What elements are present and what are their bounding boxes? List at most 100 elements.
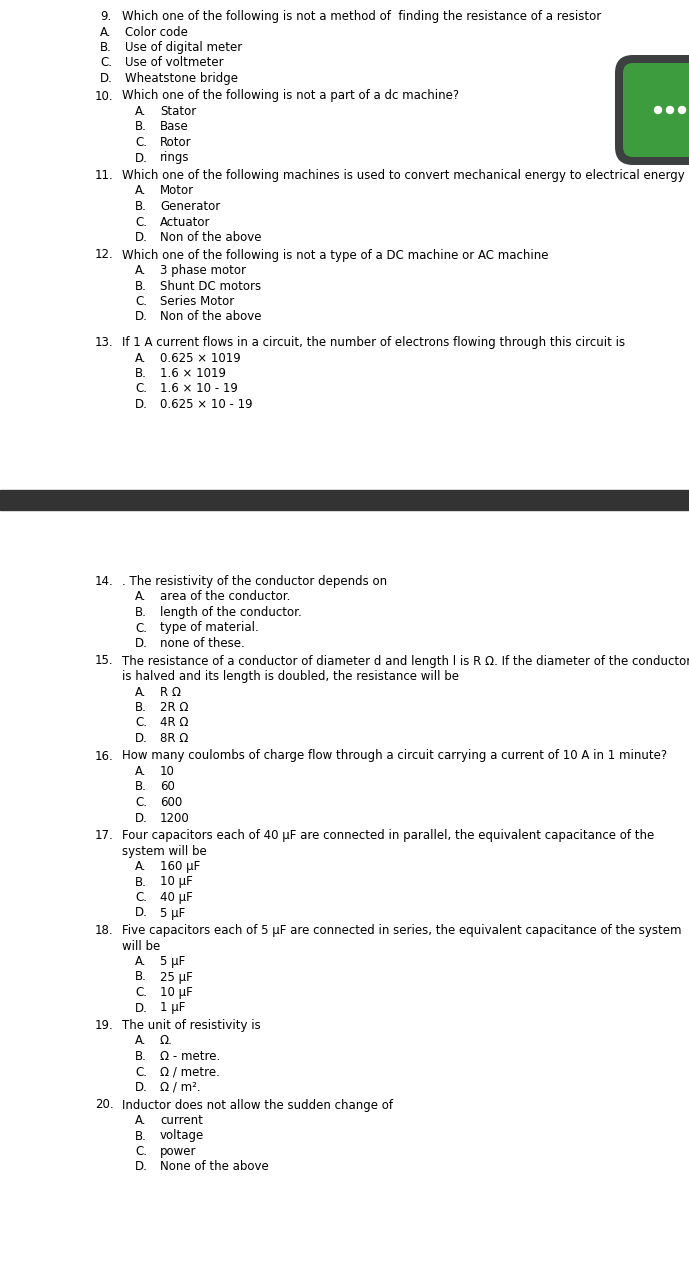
Text: Wheatstone bridge: Wheatstone bridge [125, 72, 238, 85]
Text: B.: B. [135, 368, 147, 380]
Text: A.: A. [135, 860, 147, 873]
Text: Actuator: Actuator [160, 216, 211, 229]
Circle shape [679, 107, 686, 113]
Text: If 1 A current flows in a circuit, the number of electrons flowing through this : If 1 A current flows in a circuit, the n… [122, 335, 625, 350]
Text: 8R Ω: 8R Ω [160, 732, 188, 745]
Text: system will be: system will be [122, 844, 207, 857]
Text: Series Motor: Series Motor [160, 296, 234, 308]
Text: length of the conductor.: length of the conductor. [160, 607, 302, 619]
Text: current: current [160, 1114, 203, 1127]
Text: C.: C. [135, 136, 147, 149]
Text: 10.: 10. [95, 90, 114, 103]
Text: none of these.: none of these. [160, 637, 245, 650]
Text: is halved and its length is doubled, the resistance will be: is halved and its length is doubled, the… [122, 669, 459, 684]
Text: B.: B. [135, 200, 147, 213]
Text: D.: D. [135, 732, 148, 745]
Text: A.: A. [135, 263, 147, 278]
Text: D.: D. [135, 311, 148, 324]
Text: 3 phase motor: 3 phase motor [160, 263, 246, 278]
Text: 11.: 11. [95, 170, 114, 182]
Text: 1.6 × 1019: 1.6 × 1019 [160, 368, 226, 380]
Text: 14.: 14. [95, 574, 114, 589]
Text: Non of the above: Non of the above [160, 231, 262, 244]
Text: . The resistivity of the conductor depends on: . The resistivity of the conductor depen… [122, 574, 387, 589]
Text: B.: B. [135, 1130, 147, 1142]
Text: Color code: Color code [125, 26, 188, 39]
Circle shape [655, 107, 661, 113]
Text: C.: C. [135, 383, 147, 396]
Text: Non of the above: Non of the above [160, 311, 262, 324]
Circle shape [666, 107, 674, 113]
Text: A.: A. [135, 105, 147, 118]
Text: A.: A. [135, 591, 147, 604]
Text: None of the above: None of the above [160, 1160, 269, 1173]
Text: B.: B. [135, 280, 147, 293]
Text: Motor: Motor [160, 185, 194, 198]
Text: A.: A. [135, 185, 147, 198]
Text: Which one of the following is not a type of a DC machine or AC machine: Which one of the following is not a type… [122, 248, 548, 262]
Text: Use of voltmeter: Use of voltmeter [125, 57, 224, 69]
Text: C.: C. [135, 622, 147, 635]
Text: B.: B. [135, 1050, 147, 1063]
Text: Ω - metre.: Ω - metre. [160, 1050, 220, 1063]
Text: 2R Ω: 2R Ω [160, 702, 189, 714]
Text: Ω.: Ω. [160, 1034, 173, 1047]
Text: B.: B. [135, 702, 147, 714]
Text: B.: B. [135, 121, 147, 134]
Text: 16.: 16. [95, 749, 114, 762]
Text: 4R Ω: 4R Ω [160, 717, 189, 730]
Text: C.: C. [100, 57, 112, 69]
Text: Use of digital meter: Use of digital meter [125, 41, 243, 54]
Text: C.: C. [135, 891, 147, 905]
Text: D.: D. [135, 231, 148, 244]
Text: Ω / metre.: Ω / metre. [160, 1065, 220, 1078]
Text: A.: A. [135, 955, 147, 968]
Text: A.: A. [135, 685, 147, 699]
Text: D.: D. [135, 906, 148, 920]
Text: 17.: 17. [95, 829, 114, 842]
Text: Stator: Stator [160, 105, 196, 118]
Text: 5 μF: 5 μF [160, 906, 185, 920]
Text: A.: A. [135, 352, 147, 365]
Text: A.: A. [135, 1114, 147, 1127]
Text: type of material.: type of material. [160, 622, 259, 635]
Text: B.: B. [135, 875, 147, 888]
Text: D.: D. [135, 1001, 148, 1014]
Text: R Ω: R Ω [160, 685, 181, 699]
Text: Inductor does not allow the sudden change of: Inductor does not allow the sudden chang… [122, 1099, 393, 1112]
Text: B.: B. [100, 41, 112, 54]
Text: will be: will be [122, 939, 161, 952]
Text: 0.625 × 1019: 0.625 × 1019 [160, 352, 240, 365]
Text: C.: C. [135, 795, 147, 810]
Text: B.: B. [135, 607, 147, 619]
Text: 1.6 × 10 - 19: 1.6 × 10 - 19 [160, 383, 238, 396]
Text: 10: 10 [160, 765, 175, 777]
Text: Rotor: Rotor [160, 136, 192, 149]
Text: 19.: 19. [95, 1019, 114, 1032]
Text: Generator: Generator [160, 200, 220, 213]
Text: C.: C. [135, 296, 147, 308]
Text: area of the conductor.: area of the conductor. [160, 591, 290, 604]
Text: Which one of the following machines is used to convert mechanical energy to elec: Which one of the following machines is u… [122, 170, 685, 182]
Text: 600: 600 [160, 795, 183, 810]
Text: power: power [160, 1145, 196, 1158]
Text: 1200: 1200 [160, 812, 189, 825]
Text: rings: rings [160, 152, 189, 164]
Text: Shunt DC motors: Shunt DC motors [160, 280, 261, 293]
Text: A.: A. [100, 26, 112, 39]
Bar [0, 490, 689, 510]
Text: C.: C. [135, 1145, 147, 1158]
Text: 1 μF: 1 μF [160, 1001, 185, 1014]
Text: Four capacitors each of 40 μF are connected in parallel, the equivalent capacita: Four capacitors each of 40 μF are connec… [122, 829, 655, 842]
Text: 160 μF: 160 μF [160, 860, 200, 873]
Text: 40 μF: 40 μF [160, 891, 193, 905]
Text: D.: D. [135, 812, 148, 825]
Text: Which one of the following is not a method of  finding the resistance of a resis: Which one of the following is not a meth… [122, 10, 601, 23]
FancyBboxPatch shape [615, 55, 689, 164]
Text: 12.: 12. [95, 248, 114, 262]
Text: How many coulombs of charge flow through a circuit carrying a current of 10 A in: How many coulombs of charge flow through… [122, 749, 667, 762]
Text: Five capacitors each of 5 μF are connected in series, the equivalent capacitance: Five capacitors each of 5 μF are connect… [122, 924, 681, 937]
Text: A.: A. [135, 765, 147, 777]
Text: 20.: 20. [95, 1099, 114, 1112]
Text: A.: A. [135, 1034, 147, 1047]
